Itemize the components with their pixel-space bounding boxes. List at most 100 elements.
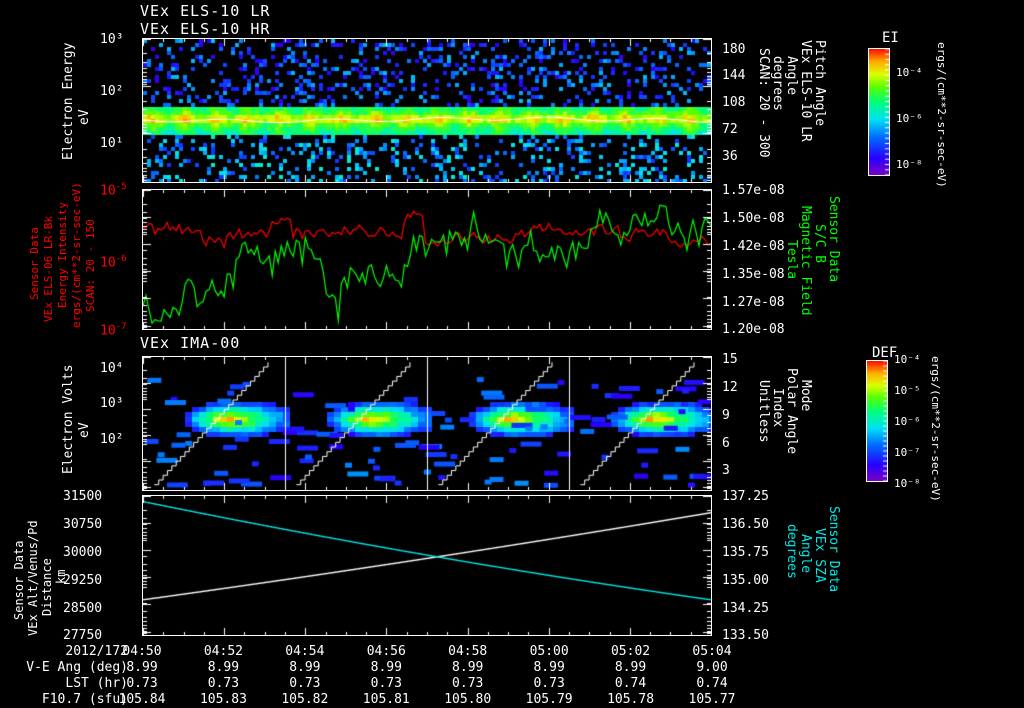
panel2-y2tick-1: 1.50e-08	[722, 211, 785, 226]
panel2-ylabel-line1: VEx ELS-06 LR-Bk	[42, 216, 55, 322]
panel2-y2tick-2: 1.42e-08	[722, 239, 785, 254]
panel3-ytick-0: 10⁴	[100, 361, 124, 376]
footer-time-0: 04:50	[122, 644, 162, 659]
footer-time-2: 04:54	[285, 644, 325, 659]
panel4-ylabel-line1: VEx Alt/Venus/Pd	[26, 520, 40, 636]
colorbar2-tick-3: 10⁻⁷	[894, 446, 921, 459]
panel4-ytick-4: 28500	[63, 601, 103, 616]
colorbar1-gradient	[868, 48, 890, 176]
panel4-y2label-line0: Sensor Data	[826, 506, 841, 593]
footer-ve-ang-6: 8.99	[614, 660, 647, 675]
footer-time-7: 05:04	[692, 644, 732, 659]
panel3-y2tick-1: 12	[722, 380, 738, 395]
panel3-plot-area[interactable]	[142, 356, 712, 491]
panel4-ytick-1: 30750	[63, 517, 103, 532]
footer-ve-ang-5: 8.99	[533, 660, 565, 675]
colorbar2-tick-0: 10⁻⁴	[894, 353, 921, 366]
panel4-y2label-line2: Angle	[798, 534, 813, 574]
footer-time-4: 04:58	[448, 644, 488, 659]
panel4-ytick-3: 29250	[63, 573, 103, 588]
footer-lst-1: 0.73	[207, 676, 240, 691]
panel4-y2tick-2: 135.75	[722, 545, 769, 560]
panel1-ytick-1: 10²	[100, 84, 124, 99]
footer-lst-5: 0.73	[533, 676, 565, 691]
colorbar1-tick-2: 10⁻⁸	[896, 158, 923, 171]
footer-f107-6: 105.78	[607, 692, 655, 707]
panel4-plot-area[interactable]	[142, 495, 712, 636]
colorbar1-units: ergs/(cm**2-sr-sec-eV)	[935, 42, 948, 188]
footer-lst-4: 0.73	[452, 676, 484, 691]
panel1-plot-area[interactable]	[142, 38, 712, 183]
panel4-ytick-2: 30000	[63, 545, 103, 560]
footer-lst-7: 0.74	[696, 676, 728, 691]
panel1-ylabel-line1: eV	[77, 109, 92, 125]
footer-time-5: 05:00	[529, 644, 569, 659]
panel3-y2tick-2: 9	[722, 408, 730, 423]
panel2-plot-area[interactable]	[142, 189, 712, 330]
footer-f107-5: 105.79	[525, 692, 573, 707]
footer-row-label-1: LST (hr)	[65, 676, 128, 691]
footer-time-6: 05:02	[610, 644, 651, 659]
footer-ve-ang-0: 8.99	[126, 660, 158, 675]
panel1-y2label-line4: SCAN: 20 - 300	[756, 48, 771, 158]
footer-time-3: 04:56	[366, 644, 406, 659]
footer-time-1: 04:52	[203, 644, 243, 659]
panel2-ylabel-line4: SCAN: 20 - 150	[84, 219, 97, 312]
panel1-ytick-2: 10¹	[100, 136, 124, 151]
panel2-y2tick-0: 1.57e-08	[722, 183, 785, 198]
footer-date-label: 2012/172	[65, 644, 128, 659]
footer-f107-3: 105.81	[362, 692, 410, 707]
footer-row-label-2: F10.7 (sfu)	[41, 692, 128, 707]
colorbar2-units: ergs/(cm**2-sr-sec-eV)	[929, 356, 942, 502]
panel4-ytick-5: 27750	[63, 628, 103, 643]
panel3-y2tick-4: 3	[722, 463, 730, 478]
panel3-y2tick-0: 15	[722, 352, 738, 367]
panel4-y2tick-3: 135.00	[722, 573, 769, 588]
panel3-ytick-2: 10²	[100, 432, 124, 447]
panel1-y2tick-3: 72	[722, 122, 738, 137]
panel4-y2label-line3: degrees	[784, 524, 799, 579]
panel3-y2label-line1: Polar Angle	[784, 368, 799, 455]
panel2-y2tick-4: 1.27e-08	[722, 295, 785, 310]
footer-f107-0: 105.84	[118, 692, 166, 707]
footer-row-label-0: V-E Ang (deg)	[26, 660, 128, 675]
panel4-ylabel-line3: km	[54, 569, 68, 584]
panel2-ytick-0: 10-5	[100, 182, 127, 199]
panel1-y2label-line0: Pitch Angle	[812, 40, 827, 127]
panel1-y2tick-4: 36	[722, 149, 738, 164]
colorbar1-tick-0: 10⁻⁴	[896, 66, 923, 79]
panel4-ylabel-line2: Distance	[40, 558, 54, 616]
footer-ve-ang-7: 9.00	[696, 660, 728, 675]
footer-ve-ang-3: 8.99	[370, 660, 402, 675]
colorbar2-gradient	[866, 360, 888, 482]
panel1-y2tick-2: 108	[722, 95, 746, 110]
panel1-ytick-0: 10³	[100, 32, 124, 47]
panel2-y2tick-3: 1.35e-08	[722, 267, 785, 282]
panel4-ylabel-line0: Sensor Data	[12, 540, 26, 620]
panel4-y2tick-4: 134.25	[722, 601, 769, 616]
panel3-ylabel-line1: eV	[77, 422, 92, 438]
panel1-y2label-line1: VEx ELS-10 LR	[798, 40, 813, 142]
panel2-y2label-line0: Sensor Data	[826, 196, 841, 283]
colorbar2-tick-4: 10⁻⁸	[894, 477, 921, 490]
panel3-y2label-line3: Unitless	[756, 380, 771, 443]
panel2-y2tick-5: 1.20e-08	[722, 322, 785, 337]
panel3-y2label-line0: Mode	[798, 380, 813, 412]
colorbar2-tick-1: 10⁻⁵	[894, 384, 921, 397]
panel3-ytick-1: 10³	[100, 396, 124, 411]
footer-lst-3: 0.73	[370, 676, 402, 691]
panel1-y2label-line3: degrees	[770, 56, 785, 111]
footer-ve-ang-2: 8.99	[289, 660, 321, 675]
panel2-ylabel-line2: Energy Intensity	[56, 202, 69, 308]
panel3-y2tick-3: 6	[722, 436, 730, 451]
panel4-y2tick-1: 136.50	[722, 517, 769, 532]
panel2-ytick-2: 10-7	[100, 322, 127, 339]
footer-f107-1: 105.83	[199, 692, 247, 707]
panel2-y2label-line3: Tesla	[784, 240, 799, 280]
panel1-ylabel-line0: Electron Energy	[61, 42, 76, 160]
panel4-y2tick-0: 137.25	[722, 489, 769, 504]
footer-lst-6: 0.74	[614, 676, 647, 691]
panel2-y2label-line2: Magnetic Field	[798, 206, 813, 316]
panel4-y2tick-5: 133.50	[722, 628, 769, 643]
panel2-ylabel-line0: Sensor Data	[28, 227, 41, 300]
